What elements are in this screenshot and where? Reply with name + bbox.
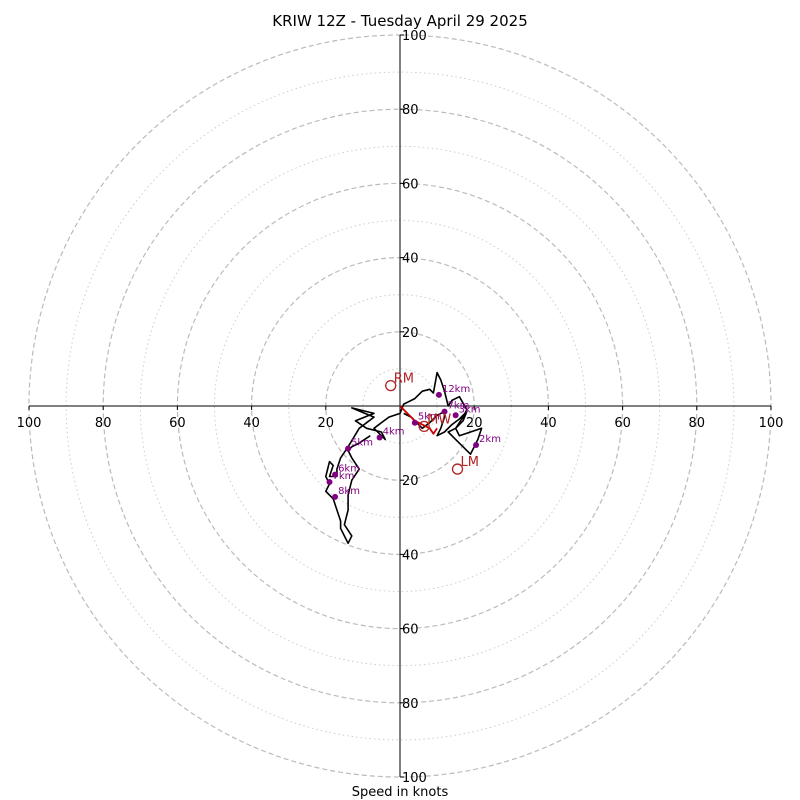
height-marker-dot [473, 441, 480, 448]
storm-motion-label: MW [427, 412, 451, 427]
x-tick-label: 60 [614, 416, 631, 431]
height-marker-dot [332, 493, 339, 500]
storm-motion-marker [451, 463, 464, 475]
x-tick-label: 20 [318, 416, 335, 431]
storm-motion-marker [385, 379, 397, 392]
x-tick-label: 80 [689, 416, 706, 431]
height-marker-label: 5km [351, 438, 373, 449]
wind-trace-line [324, 371, 483, 545]
height-marker-label: 4km [383, 427, 405, 438]
height-marker-label: 12km [442, 384, 470, 395]
y-tick-label: 100 [402, 29, 427, 44]
y-tick-label: 40 [402, 252, 419, 267]
y-tick-label: 40 [402, 548, 419, 563]
hodograph-trace [324, 371, 483, 545]
y-tick-label: 20 [402, 326, 419, 341]
storm-motion-markers: RM LM MW [385, 372, 479, 475]
height-marker-dot [332, 471, 339, 478]
tick-labels: 100 80 60 40 20 20 40 60 80 100 100 80 60 40 20 20 40 60 8… [17, 29, 784, 786]
height-marker-dot [411, 419, 418, 426]
height-marker-dot [441, 408, 448, 415]
storm-motion-label: RM [394, 372, 414, 387]
height-marker-label: 5km [418, 412, 440, 423]
y-tick-label: 80 [402, 103, 419, 118]
height-marker-label: 6km [338, 464, 360, 475]
x-tick-label: 80 [95, 416, 112, 431]
height-marker-dot [452, 412, 459, 419]
height-marker-dot [376, 434, 383, 441]
height-marker-label: 8km [338, 486, 360, 497]
x-tick-label: 20 [466, 416, 483, 431]
x-tick-label: 100 [17, 416, 42, 431]
low-level-trace-line [399, 405, 438, 435]
x-tick-label: 100 [759, 416, 784, 431]
height-marker-dot [326, 479, 333, 486]
y-tick-label: 80 [402, 697, 419, 712]
y-tick-label: 60 [402, 177, 419, 192]
storm-motion-label: LM [461, 455, 479, 470]
height-marker-label: 7km [333, 471, 355, 482]
height-marker-dot [345, 445, 352, 452]
y-tick-label: 20 [402, 474, 419, 489]
x-axis-label: Speed in knots [352, 785, 449, 800]
x-tick-label: 60 [169, 416, 186, 431]
chart-title: KRIW 12Z - Tuesday April 29 2025 [272, 12, 527, 30]
y-tick-label: 60 [402, 623, 419, 638]
height-marker-dot [435, 391, 442, 398]
x-tick-label: 40 [540, 416, 557, 431]
y-tick-label: 100 [402, 771, 427, 786]
storm-motion-marker [418, 420, 430, 433]
x-tick-label: 40 [243, 416, 260, 431]
height-marker-label: 3km [459, 404, 481, 415]
height-marker-label: 7km [448, 401, 470, 412]
height-marker-label: 2km [479, 434, 501, 445]
